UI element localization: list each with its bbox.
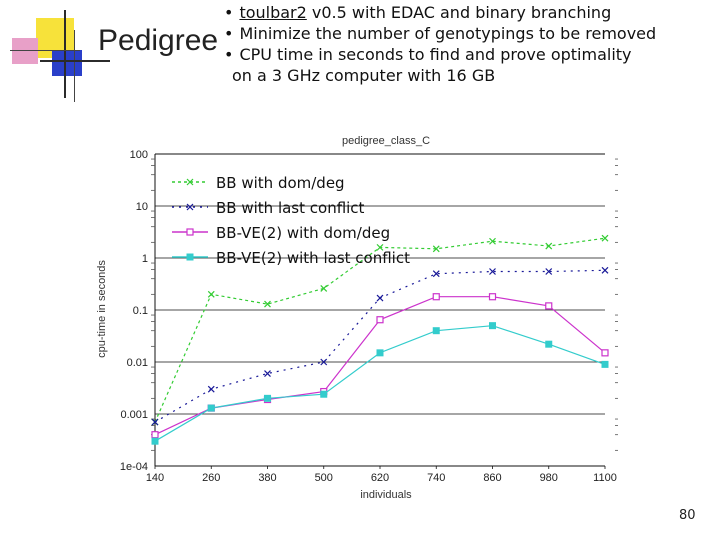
bullet-item: CPU time in seconds to find and prove op… xyxy=(224,44,656,65)
y-tick-label: 10 xyxy=(136,201,148,213)
data-point xyxy=(376,349,384,357)
x-tick-label: 500 xyxy=(315,472,333,484)
series-line xyxy=(154,325,606,442)
data-point xyxy=(320,284,328,292)
x-tick-label: 860 xyxy=(483,472,501,484)
data-point xyxy=(264,300,271,308)
data-point xyxy=(489,268,496,275)
data-point xyxy=(432,245,440,253)
bullet-text: CPU time in seconds to find and prove op… xyxy=(239,45,632,64)
data-point xyxy=(432,327,440,335)
x-tick-label: 1100 xyxy=(593,472,617,484)
page-number: 80 xyxy=(679,508,696,523)
legend-label: BB with dom/deg xyxy=(216,174,345,192)
legend-marker xyxy=(186,228,194,236)
data-point xyxy=(320,390,328,398)
data-point xyxy=(207,290,215,298)
data-point xyxy=(601,360,609,368)
decor-pink-square xyxy=(12,38,38,64)
bullet-text: Minimize the number of genotypings to be… xyxy=(239,24,657,43)
series-line xyxy=(154,269,606,423)
x-tick-label: 740 xyxy=(427,472,445,484)
data-point xyxy=(488,293,497,301)
bullet-item: toulbar2 v0.5 with EDAC and binary branc… xyxy=(224,2,656,23)
plot-area xyxy=(151,234,609,445)
data-point xyxy=(264,370,271,377)
data-point xyxy=(601,234,609,242)
decor-line xyxy=(40,60,110,62)
legend-marker xyxy=(186,203,194,211)
y-axis-label: cpu-time in seconds xyxy=(96,260,108,358)
chart-axes: 1e-04 0.001 0.01 0.1 1 10 100 140 260 380 500 620 74… xyxy=(120,149,618,484)
legend-label: BB-VE(2) with dom/deg xyxy=(216,224,390,242)
data-point xyxy=(601,349,609,357)
y-tick-label: 0.1 xyxy=(133,305,148,317)
data-point xyxy=(151,418,159,426)
data-point xyxy=(489,237,496,245)
x-tick-label: 260 xyxy=(202,472,220,484)
y-tick-label: 100 xyxy=(130,149,148,161)
y-tick-label: 1e-04 xyxy=(120,461,148,473)
data-point xyxy=(376,243,384,251)
data-point xyxy=(207,385,215,393)
data-point xyxy=(376,316,384,324)
legend-marker xyxy=(186,178,194,186)
decor-line xyxy=(64,10,66,98)
data-point xyxy=(545,340,553,348)
data-point xyxy=(320,358,328,366)
cpu-time-chart: pedigree_class_C individuals cpu-time in… xyxy=(96,135,618,501)
decor-line xyxy=(10,50,80,51)
y-tick-label: 1 xyxy=(142,253,148,265)
data-point xyxy=(545,242,553,250)
data-point xyxy=(207,404,215,412)
chart-title: pedigree_class_C xyxy=(342,135,430,147)
data-point xyxy=(545,268,553,275)
x-axis-label: individuals xyxy=(360,489,412,501)
data-point xyxy=(151,437,159,445)
legend-marker xyxy=(186,253,194,261)
data-point xyxy=(489,322,496,330)
bullet-continuation: on a 3 GHz computer with 16 GB xyxy=(224,65,656,86)
bullet-text: v0.5 with EDAC and binary branching xyxy=(306,3,612,22)
y-tick-label: 0.001 xyxy=(120,409,148,421)
x-tick-label: 620 xyxy=(371,472,389,484)
toulbar2-link[interactable]: toulbar2 xyxy=(239,3,307,22)
decor-blue-square xyxy=(52,50,82,76)
bullet-item: Minimize the number of genotypings to be… xyxy=(224,23,656,44)
slide-title: Pedigree xyxy=(98,24,219,57)
legend-label: BB-VE(2) with last conflict xyxy=(216,249,410,267)
legend-label: BB with last conflict xyxy=(216,199,365,217)
bullet-text: on a 3 GHz computer with 16 GB xyxy=(232,66,496,85)
x-tick-label: 380 xyxy=(258,472,276,484)
data-point xyxy=(432,270,440,278)
legend: BB with dom/deg BB with last conflict BB-V… xyxy=(172,174,410,267)
data-point xyxy=(545,302,553,310)
data-point xyxy=(432,293,440,301)
data-point xyxy=(264,394,271,402)
data-point xyxy=(151,431,159,439)
bullet-list: toulbar2 v0.5 with EDAC and binary branc… xyxy=(224,2,656,86)
data-point xyxy=(376,294,384,302)
x-tick-label: 140 xyxy=(146,472,164,484)
y-tick-label: 0.01 xyxy=(127,357,148,369)
x-tick-label: 980 xyxy=(540,472,558,484)
data-point xyxy=(601,266,609,274)
decor-line xyxy=(74,30,75,102)
